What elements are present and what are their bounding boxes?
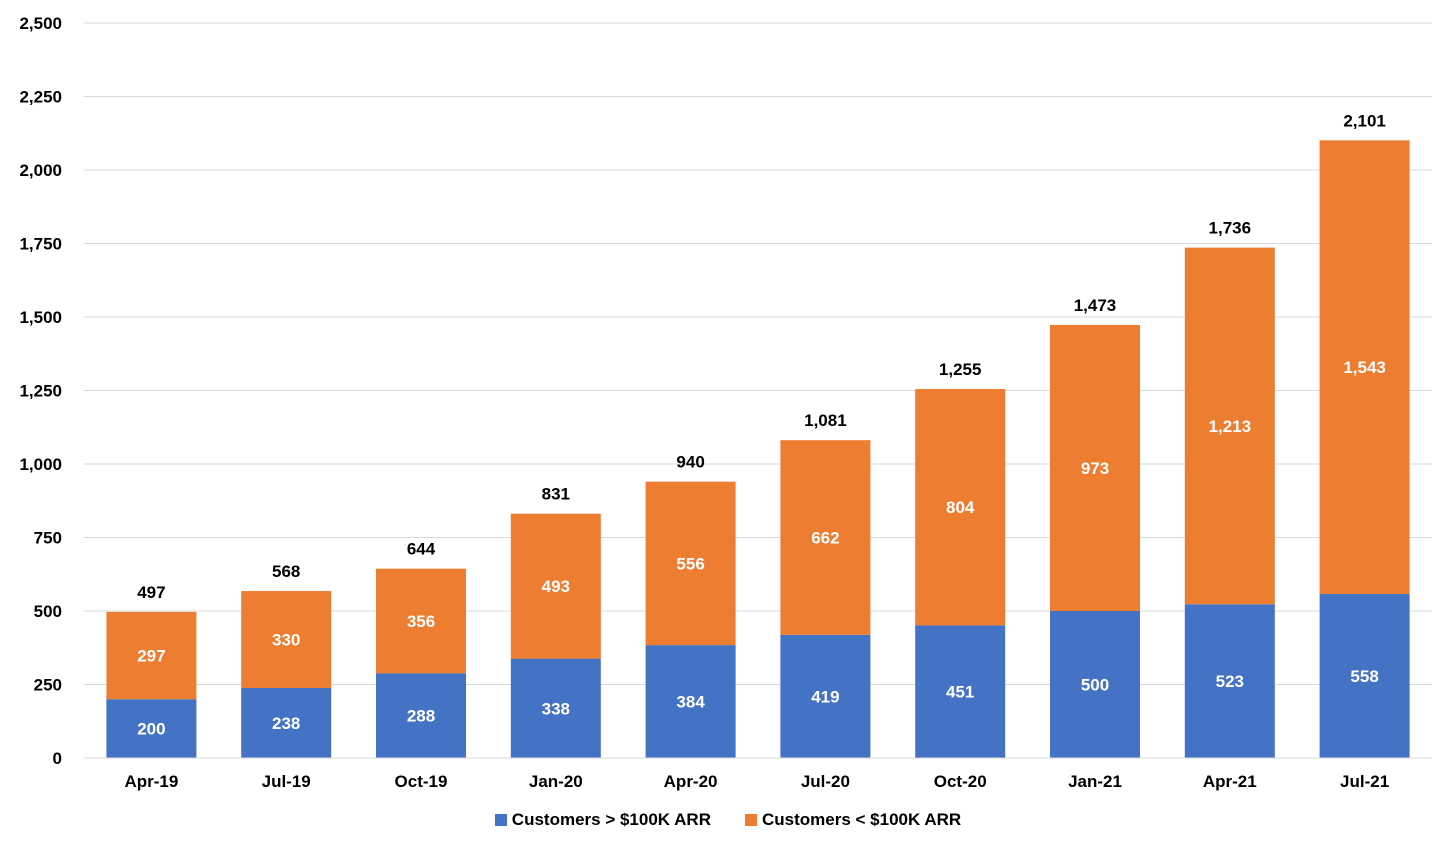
data-label-over-100k: 200 <box>137 720 165 739</box>
y-tick-label: 500 <box>34 602 62 621</box>
y-tick-label: 2,000 <box>19 161 62 180</box>
data-label-under-100k: 804 <box>946 498 975 517</box>
data-label-over-100k: 419 <box>811 687 839 706</box>
bar-segment-under-100k <box>241 591 332 689</box>
data-label-under-100k: 973 <box>1081 459 1109 478</box>
data-label-under-100k: 1,213 <box>1209 417 1252 436</box>
data-label-over-100k: 451 <box>946 683 974 702</box>
bar-segment-under-100k <box>376 568 466 674</box>
bar-segment-under-100k <box>780 440 871 635</box>
data-label-under-100k: 356 <box>407 612 435 631</box>
x-tick-label: Jan-21 <box>1068 772 1122 791</box>
total-label: 2,101 <box>1343 111 1386 130</box>
x-tick-label: Oct-19 <box>395 772 448 791</box>
data-label-over-100k: 338 <box>542 699 570 718</box>
legend-label-over-100k: Customers > $100K ARR <box>511 810 711 829</box>
x-tick-label: Jul-21 <box>1340 772 1389 791</box>
data-label-under-100k: 297 <box>137 647 165 666</box>
data-label-under-100k: 556 <box>676 554 704 573</box>
total-label: 1,736 <box>1209 219 1252 238</box>
x-tick-label: Oct-20 <box>934 772 987 791</box>
bar-segment-under-100k <box>915 389 1006 626</box>
y-tick-label: 2,250 <box>19 88 62 107</box>
data-label-under-100k: 1,543 <box>1343 358 1386 377</box>
y-tick-label: 1,250 <box>19 382 62 401</box>
total-label: 831 <box>542 485 570 504</box>
total-label: 568 <box>272 562 300 581</box>
data-label-over-100k: 288 <box>407 707 435 726</box>
data-label-over-100k: 238 <box>272 714 300 733</box>
data-label-under-100k: 493 <box>542 577 570 596</box>
data-labels: 200 297 497 238 330 568 288 356 644 338 493 831 384 5… <box>137 111 1386 738</box>
data-label-over-100k: 384 <box>676 693 705 712</box>
x-tick-label: Jul-20 <box>801 772 850 791</box>
bar-segment-over-100k <box>106 699 197 758</box>
data-label-over-100k: 500 <box>1081 676 1109 695</box>
bar-segment-over-100k <box>376 673 466 758</box>
y-tick-label: 250 <box>34 676 62 695</box>
bar-segment-under-100k <box>106 611 197 700</box>
data-label-under-100k: 330 <box>272 631 300 650</box>
total-label: 644 <box>407 540 436 559</box>
x-tick-label: Apr-20 <box>664 772 718 791</box>
legend: Customers > $100K ARR Customers < $100K … <box>0 810 1456 830</box>
y-tick-label: 1,500 <box>19 308 62 327</box>
bar-segment-over-100k <box>780 634 871 758</box>
y-tick-label: 2,500 <box>19 14 62 33</box>
bar-segment-over-100k <box>1184 604 1275 758</box>
bar-segment-under-100k <box>510 513 601 659</box>
total-label: 1,081 <box>804 411 847 430</box>
data-label-over-100k: 558 <box>1350 667 1378 686</box>
bar-segment-over-100k <box>645 645 736 758</box>
bar-segment-over-100k <box>510 658 601 758</box>
y-tick-label: 1,000 <box>19 455 62 474</box>
x-tick-label: Apr-21 <box>1203 772 1257 791</box>
legend-item-over-100k: Customers > $100K ARR <box>494 810 711 830</box>
x-tick-label: Jan-20 <box>529 772 583 791</box>
bar-segment-under-100k <box>1050 324 1140 611</box>
bar-segment-under-100k <box>1184 247 1275 605</box>
bar-segment-under-100k <box>1319 140 1410 594</box>
total-label: 940 <box>676 453 704 472</box>
total-label: 1,473 <box>1074 296 1117 315</box>
bar-segment-over-100k <box>915 625 1006 758</box>
bar-segment-under-100k <box>645 481 736 646</box>
y-tick-label: 0 <box>53 749 62 768</box>
y-tick-label: 1,750 <box>19 235 62 254</box>
data-label-under-100k: 662 <box>811 529 839 548</box>
axes: 0 250 500 750 1,000 1,250 1,500 1,750 2,000 2,250… <box>19 14 1432 791</box>
bar-segment-over-100k <box>1319 593 1410 758</box>
legend-swatch-over-100k <box>494 814 507 826</box>
legend-item-under-100k: Customers < $100K ARR <box>745 810 961 830</box>
bars <box>106 140 1410 758</box>
data-label-over-100k: 523 <box>1216 672 1244 691</box>
legend-swatch-under-100k <box>745 814 757 826</box>
x-tick-label: Jul-19 <box>262 772 311 791</box>
y-tick-label: 750 <box>34 529 62 548</box>
legend-label-under-100k: Customers < $100K ARR <box>762 810 962 829</box>
bar-segment-over-100k <box>241 688 332 758</box>
total-label: 1,255 <box>939 360 982 379</box>
x-tick-label: Apr-19 <box>124 772 178 791</box>
total-label: 497 <box>137 583 165 602</box>
bar-segment-over-100k <box>1050 611 1140 758</box>
